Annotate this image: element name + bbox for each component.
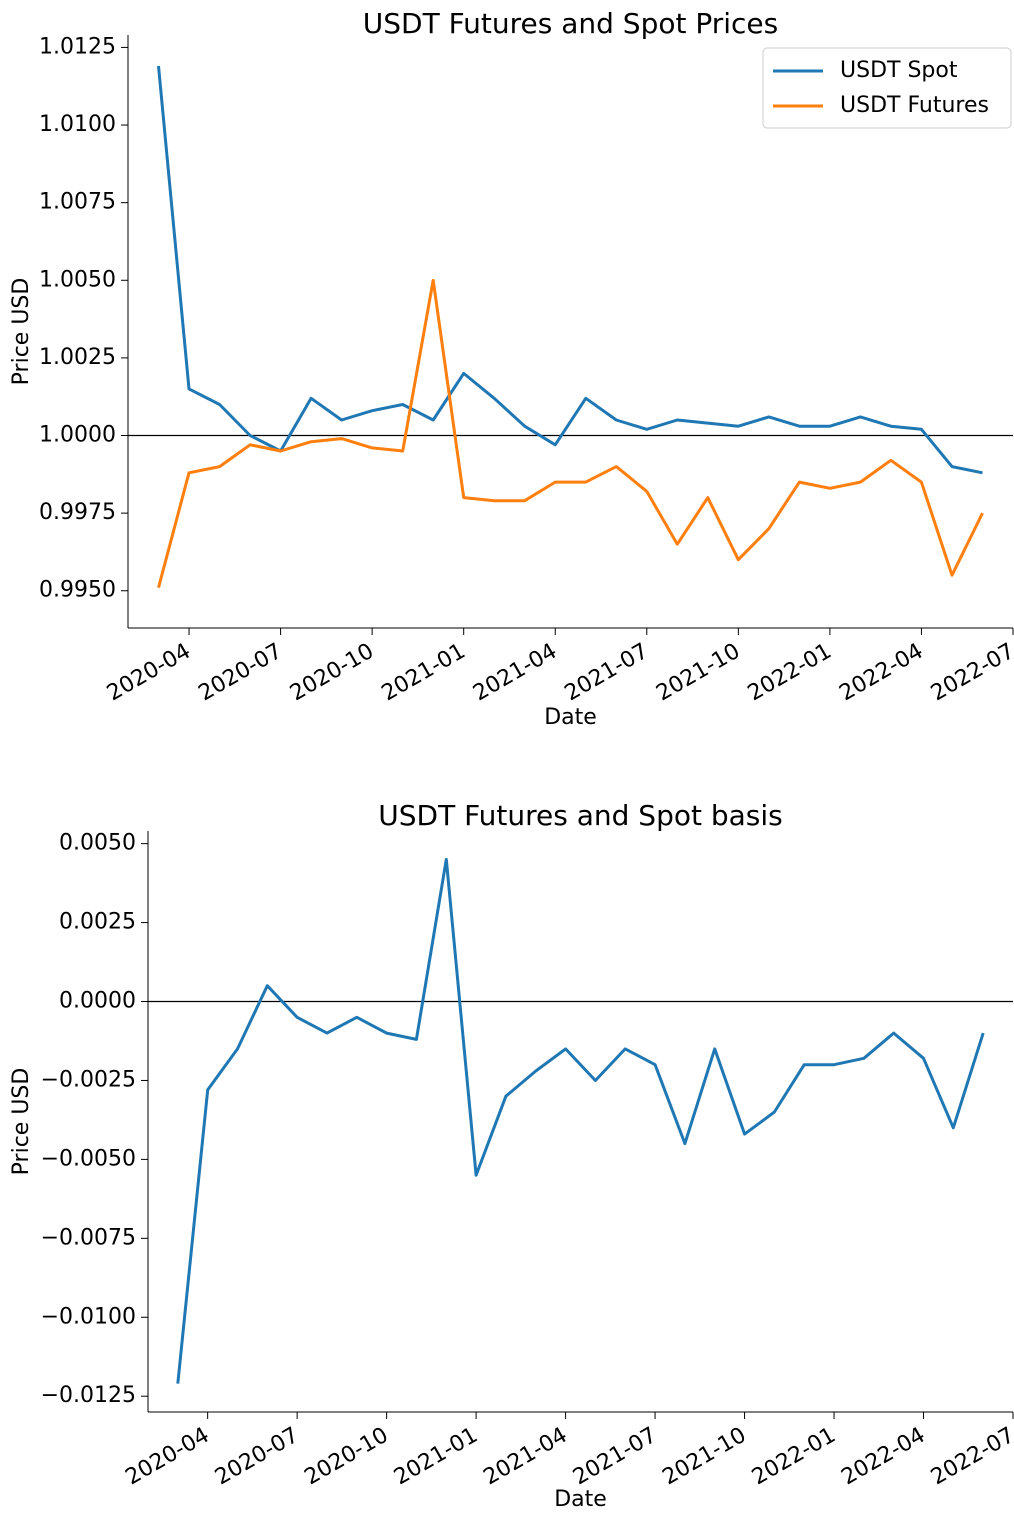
x-tick-label: 2021-01 <box>378 639 470 707</box>
x-tick-label: 2021-07 <box>569 1423 661 1491</box>
x-tick-label: 2022-01 <box>744 639 836 707</box>
y-tick-label: −0.0025 <box>41 1067 136 1092</box>
x-tick-label: 2020-07 <box>211 1423 303 1491</box>
y-tick-label: 1.0125 <box>39 34 116 59</box>
x-tick-label: 2021-01 <box>390 1423 482 1491</box>
legend-label: USDT Futures <box>840 93 989 118</box>
x-tick-label: 2020-10 <box>301 1423 393 1491</box>
x-tick-label: 2022-07 <box>927 1423 1014 1491</box>
y-tick-label: 0.0000 <box>59 989 136 1014</box>
legend-label: USDT Spot <box>840 58 958 83</box>
y-tick-label: −0.0100 <box>41 1304 136 1329</box>
x-tick-label: 2020-07 <box>194 639 286 707</box>
chart-title: USDT Futures and Spot basis <box>378 799 783 832</box>
data-line <box>157 278 984 588</box>
y-tick-label: −0.0075 <box>41 1225 136 1250</box>
x-axis-label: Date <box>544 705 597 730</box>
x-tick-label: 2021-04 <box>469 639 561 707</box>
x-tick-label: 2022-01 <box>748 1423 840 1491</box>
data-line <box>157 65 983 475</box>
y-tick-label: 1.0050 <box>39 267 116 292</box>
x-tick-label: 2022-04 <box>837 1423 929 1491</box>
y-tick-label: 1.0000 <box>39 423 116 448</box>
y-tick-label: 0.0025 <box>59 910 136 935</box>
legend-box <box>762 47 1012 129</box>
y-tick-label: 1.0075 <box>39 190 116 215</box>
y-axis-label: Price USD <box>9 1068 34 1176</box>
x-tick-label: 2021-04 <box>479 1423 571 1491</box>
chart-title: USDT Futures and Spot Prices <box>363 7 779 40</box>
y-tick-label: 0.0050 <box>59 831 136 856</box>
y-tick-label: 0.9950 <box>39 578 116 603</box>
y-tick-label: 1.0100 <box>39 112 116 137</box>
x-axis-label: Date <box>554 1487 607 1512</box>
data-line <box>176 857 985 1384</box>
y-tick-label: 0.9975 <box>39 500 116 525</box>
x-tick-label: 2020-04 <box>122 1423 214 1491</box>
y-axis-label: Price USD <box>9 278 34 386</box>
y-tick-label: −0.0050 <box>41 1146 136 1171</box>
x-tick-label: 2021-10 <box>658 1423 750 1491</box>
x-tick-label: 2022-04 <box>835 639 927 707</box>
x-tick-label: 2020-04 <box>103 639 195 707</box>
x-tick-label: 2021-10 <box>652 639 744 707</box>
y-tick-label: −0.0125 <box>41 1383 136 1408</box>
y-tick-label: 1.0025 <box>39 345 116 370</box>
x-tick-label: 2022-07 <box>927 639 1014 707</box>
x-tick-label: 2021-07 <box>561 639 653 707</box>
x-tick-label: 2020-10 <box>286 639 378 707</box>
